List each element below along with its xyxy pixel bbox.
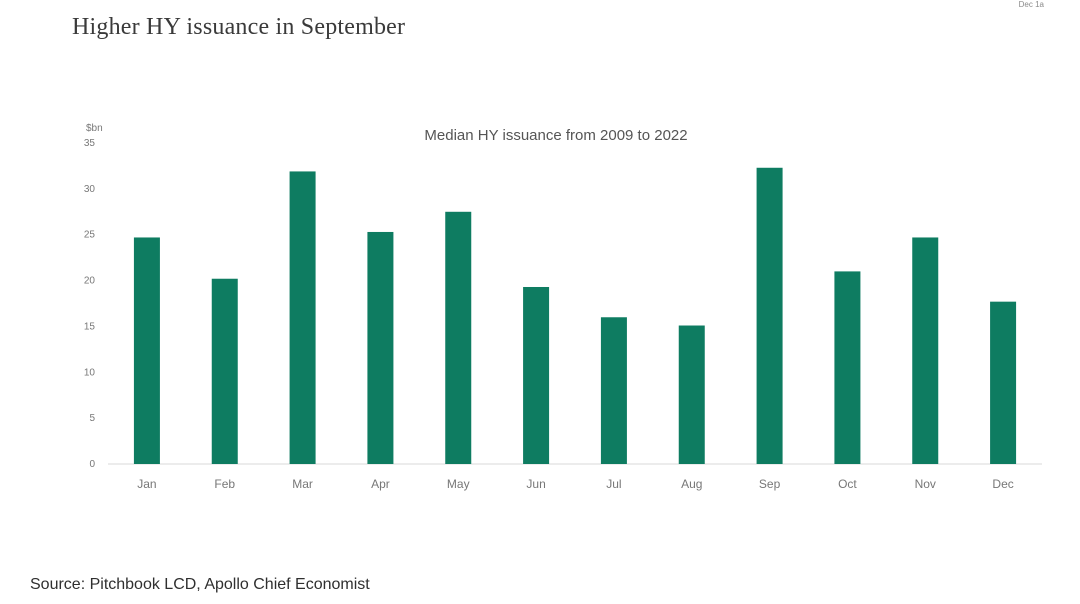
x-tick-label: Nov: [915, 477, 936, 491]
x-tick-label: Mar: [292, 477, 313, 491]
x-tick-label: Feb: [214, 477, 235, 491]
bar-jan: [133, 237, 160, 464]
y-tick-label: 15: [84, 321, 96, 332]
y-tick-label: 30: [84, 184, 96, 195]
x-tick-label: May: [447, 477, 470, 491]
bar-dec: [990, 301, 1017, 464]
x-tick-label: Sep: [759, 477, 781, 491]
x-tick-label: Apr: [371, 477, 390, 491]
bar-jun: [523, 286, 550, 464]
y-tick-label: 35: [84, 138, 96, 149]
bar-series: [133, 167, 1017, 464]
chart-container: Median HY issuance from 2009 to 2022 $bn…: [0, 100, 1080, 510]
y-tick-label: 10: [84, 367, 96, 378]
x-tick-label: Aug: [681, 477, 702, 491]
y-tick-label: 25: [84, 230, 96, 241]
x-tick-label: Oct: [838, 477, 857, 491]
x-tick-label: Jul: [606, 477, 621, 491]
bar-feb: [211, 278, 238, 464]
x-tick-label: Jun: [526, 477, 545, 491]
page-title: Higher HY issuance in September: [72, 14, 406, 40]
chart-title: Median HY issuance from 2009 to 2022: [424, 127, 687, 144]
bar-nov: [912, 237, 939, 464]
source-note: Source: Pitchbook LCD, Apollo Chief Econ…: [30, 576, 370, 593]
bar-mar: [289, 171, 316, 464]
bar-chart: Median HY issuance from 2009 to 2022 $bn…: [84, 123, 1042, 491]
y-axis-unit-label: $bn: [86, 123, 103, 134]
corner-mark: Dec 1a: [1018, 0, 1044, 9]
bar-may: [445, 211, 472, 464]
y-tick-label: 0: [89, 459, 95, 470]
y-tick-label: 5: [89, 413, 95, 424]
x-tick-label: Dec: [992, 477, 1013, 491]
bar-aug: [678, 325, 705, 464]
bar-oct: [834, 271, 861, 464]
x-axis-ticks: Jan Feb Mar Apr May Jun Jul Aug Sep Oct Nov Dec: [137, 477, 1014, 491]
y-tick-label: 20: [84, 276, 96, 287]
x-tick-label: Jan: [137, 477, 156, 491]
y-axis-ticks: 0 5 10 15 20 25 30 35: [84, 138, 96, 470]
bar-jul: [600, 317, 627, 464]
bar-apr: [367, 231, 394, 464]
bar-sep: [756, 167, 783, 464]
